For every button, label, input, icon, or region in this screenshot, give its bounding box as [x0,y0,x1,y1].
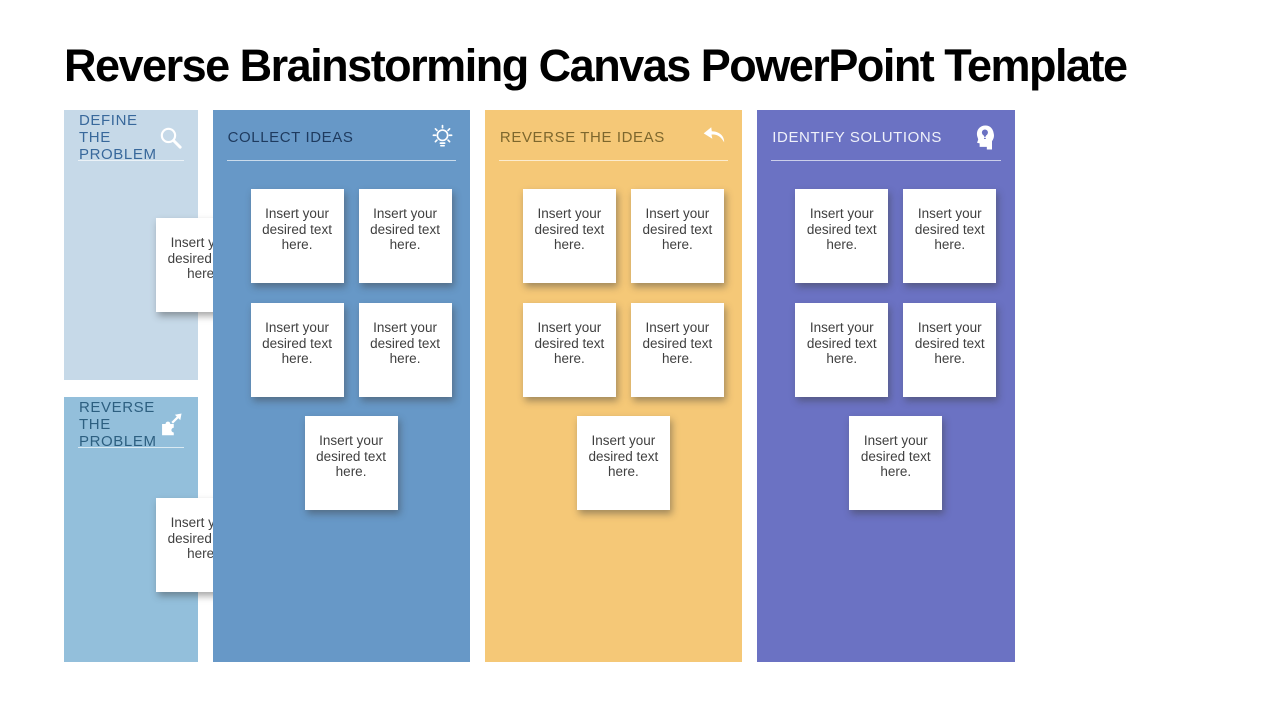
panel-header: DEFINE THE PROBLEM [64,110,198,163]
panel-header: COLLECT IDEAS [213,110,470,152]
sticky-note: Insert your desired text here. [795,303,889,397]
column-problem: DEFINE THE PROBLEM Insert your desired t… [64,110,249,662]
header-divider [78,447,184,448]
sticky-note: Insert your desired text here. [630,189,724,283]
panel-reverse-problem: REVERSE THE PROBLEM Insert your desired … [64,397,249,662]
sticky-note: Insert your desired text here. [250,303,344,397]
panel-title: REVERSE THE PROBLEM [79,399,157,450]
sticky-note: Insert your desired text here. [903,303,997,397]
sticky-note: Insert your desired text here. [903,189,997,283]
header-divider [498,160,729,161]
sticky-note: Insert your desired text here. [250,189,344,283]
panel-title: DEFINE THE PROBLEM [79,112,157,163]
sticky-note: Insert your desired text here. [522,303,616,397]
lightbulb-icon [429,124,456,151]
panel-title: REVERSE THE IDEAS [499,129,665,146]
page-title: Reverse Brainstorming Canvas PowerPoint … [64,40,1128,91]
sticky-note: Insert your desired text here. [358,189,452,283]
sticky-note: Insert your desired text here. [304,416,398,510]
panel-header: REVERSE THE PROBLEM [64,397,198,450]
panel-title: COLLECT IDEAS [227,129,354,146]
header-divider [78,160,184,161]
header-divider [226,160,456,161]
sticky-note: Insert your desired text here. [795,189,889,283]
panel-collect-ideas: COLLECT IDEAS Insert your desired text h… [212,110,470,662]
brainstorming-canvas: DEFINE THE PROBLEM Insert your desired t… [64,110,1015,662]
undo-arrow-icon [701,124,728,151]
sticky-note: Insert your desired text here. [358,303,452,397]
puzzle-arrow-icon [157,411,184,438]
sticky-note: Insert your desired text here. [522,189,616,283]
head-bulb-icon [974,124,1001,151]
header-divider [771,160,1001,161]
sticky-note: Insert your desired text here. [849,416,943,510]
magnifier-icon [157,124,184,151]
panel-define-problem: DEFINE THE PROBLEM Insert your desired t… [64,110,249,380]
panel-header: REVERSE THE IDEAS [485,110,742,152]
panel-header: IDENTIFY SOLUTIONS [757,110,1014,152]
panel-reverse-ideas: REVERSE THE IDEAS Insert your desired te… [484,110,743,662]
sticky-note: Insert your desired text here. [576,416,670,510]
sticky-note: Insert your desired text here. [630,303,724,397]
panel-identify-solutions: IDENTIFY SOLUTIONS Insert your desired t… [757,110,1015,662]
panel-title: IDENTIFY SOLUTIONS [772,129,942,146]
